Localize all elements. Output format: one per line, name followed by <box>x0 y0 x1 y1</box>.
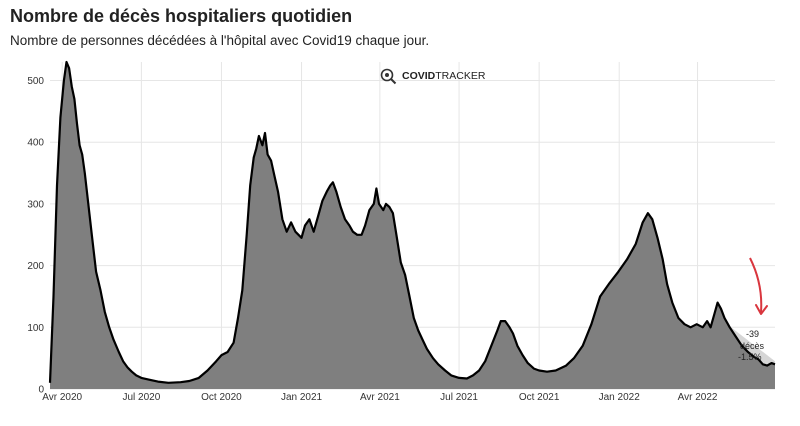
annotation-line-1: -39 <box>746 329 759 339</box>
x-axis: Avr 2020 Jul 2020 Oct 2020 Jan 2021 Avr 2021… <box>42 392 718 403</box>
series-line <box>48 60 776 384</box>
chart-subtitle: Nombre de personnes décédées à l'hôpital… <box>10 33 430 48</box>
y-tick-label: 100 <box>27 323 44 334</box>
covidtracker-watermark: COVIDTRACKER <box>380 68 486 85</box>
annotation-line-3: -1.5% <box>738 352 762 362</box>
x-tick-label: Oct 2021 <box>519 392 560 403</box>
y-tick-label: 0 <box>38 385 44 396</box>
series-area <box>50 62 775 389</box>
y-tick-label: 200 <box>27 261 44 272</box>
y-tick-label: 300 <box>27 199 44 210</box>
x-tick-label: Avr 2021 <box>360 392 400 403</box>
annotation-line-2: décès <box>740 341 765 351</box>
x-tick-label: Avr 2022 <box>678 392 718 403</box>
x-tick-label: Jan 2022 <box>599 392 641 403</box>
watermark-brand-bold: COVID <box>402 70 436 82</box>
watermark-brand: COVIDTRACKER <box>402 70 486 82</box>
magnifier-virus-icon <box>380 68 397 85</box>
x-tick-label: Jul 2021 <box>440 392 478 403</box>
y-tick-label: 500 <box>27 76 44 87</box>
x-tick-label: Jan 2021 <box>281 392 323 403</box>
chart-title: Nombre de décès hospitaliers quotidien <box>10 6 353 26</box>
trend-arrow <box>749 257 768 315</box>
x-tick-label: Avr 2020 <box>42 392 82 403</box>
y-tick-label: 400 <box>27 138 44 149</box>
x-tick-label: Jul 2020 <box>122 392 160 403</box>
x-tick-label: Oct 2020 <box>201 392 242 403</box>
watermark-brand-light: TRACKER <box>435 70 486 82</box>
annotation: -39 décès -1.5% <box>738 329 765 362</box>
y-axis: 0 100 200 300 400 500 <box>27 76 44 395</box>
